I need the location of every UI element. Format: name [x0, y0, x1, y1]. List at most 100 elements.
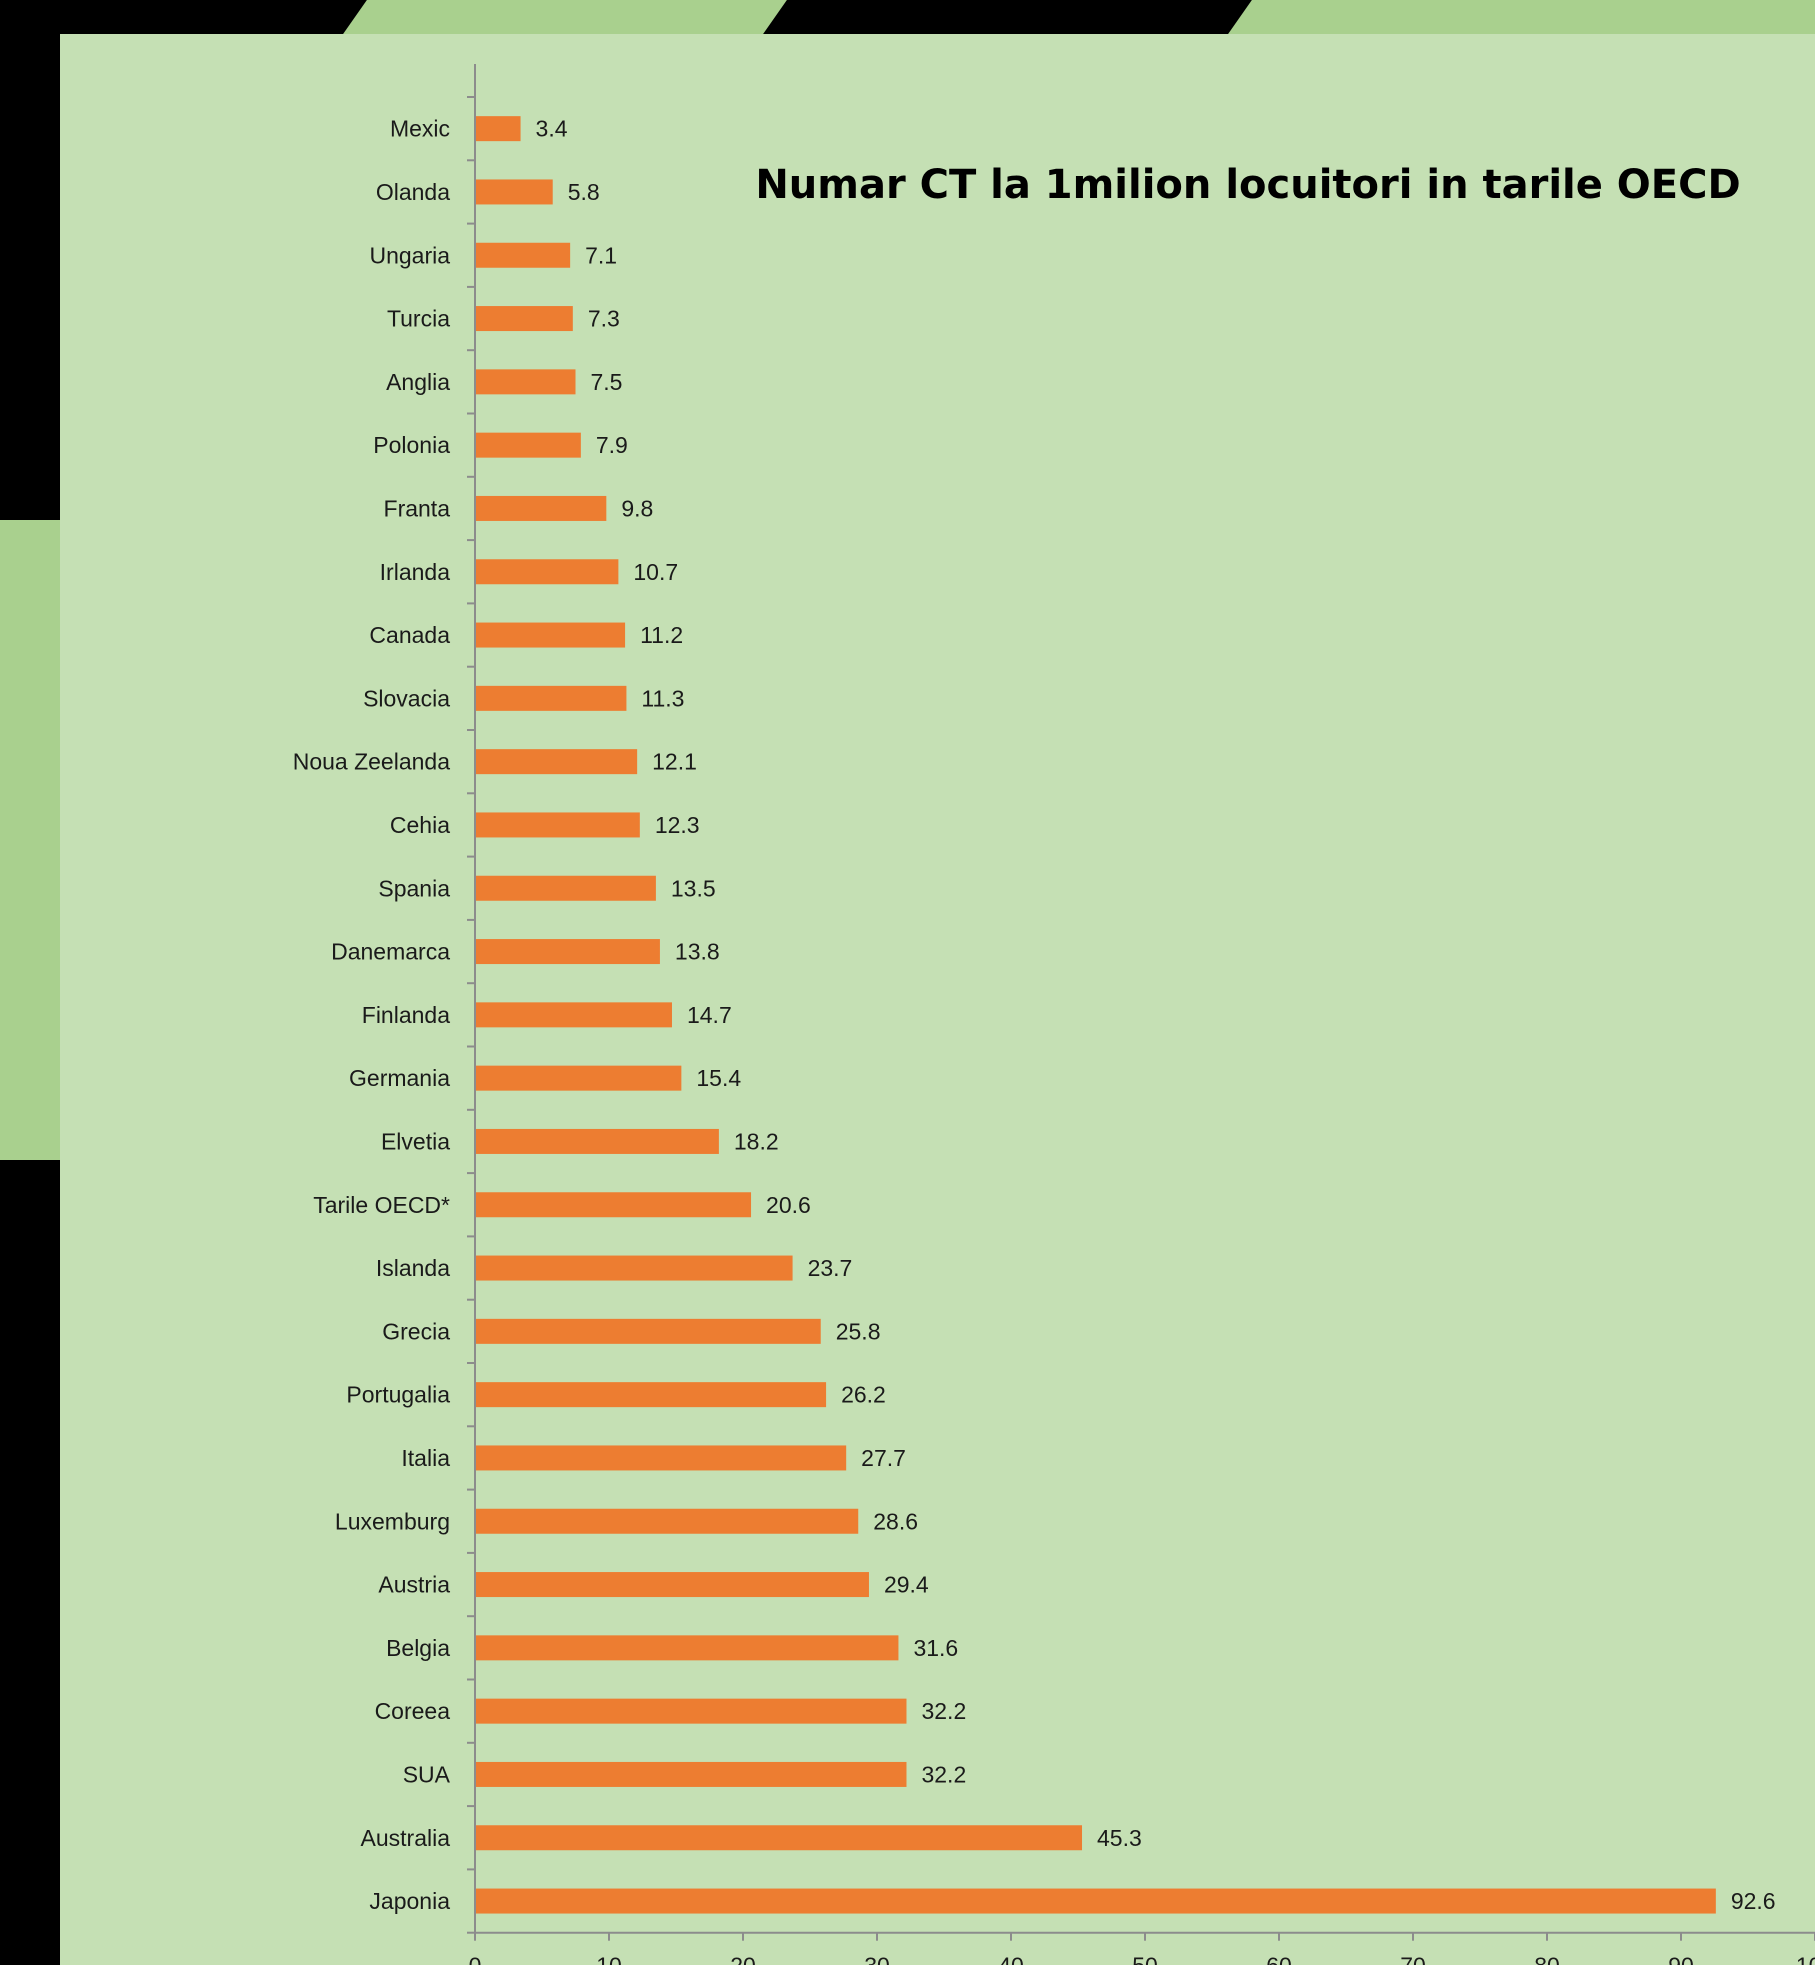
- bar: [476, 1128, 719, 1154]
- category-label: Turcia: [387, 306, 450, 332]
- category-label: Belgia: [386, 1635, 450, 1661]
- category-label: Cehia: [390, 812, 450, 838]
- category-label: Anglia: [386, 369, 450, 395]
- value-label: 29.4: [884, 1572, 929, 1598]
- bar: [476, 1761, 907, 1787]
- bar: [476, 1888, 1716, 1914]
- bar: [476, 622, 626, 648]
- value-label: 32.2: [921, 1761, 966, 1787]
- value-label: 92.6: [1731, 1888, 1776, 1914]
- bar: [476, 812, 640, 838]
- bar: [476, 369, 576, 395]
- value-label: 12.3: [655, 812, 700, 838]
- value-label: 10.7: [633, 559, 678, 585]
- chart-title: Numar CT la 1milion locuitori in tarile …: [755, 162, 1740, 208]
- x-tick-label: 10: [596, 1953, 622, 1965]
- value-label: 14.7: [687, 1002, 732, 1028]
- x-tick-label: 60: [1266, 1953, 1292, 1965]
- x-tick-label: 90: [1668, 1953, 1694, 1965]
- value-label: 13.5: [671, 875, 716, 901]
- x-tick-label: 0: [469, 1953, 482, 1965]
- category-label: Slovacia: [363, 685, 450, 711]
- category-label: Irlanda: [380, 559, 451, 585]
- value-label: 45.3: [1097, 1825, 1142, 1851]
- x-tick-label: 30: [864, 1953, 890, 1965]
- x-tick-label: 100: [1796, 1953, 1815, 1965]
- category-label: Tarile OECD*: [313, 1192, 450, 1218]
- x-tick-label: 40: [998, 1953, 1024, 1965]
- value-label: 13.8: [675, 939, 720, 965]
- bar: [476, 939, 660, 965]
- value-label: 9.8: [621, 495, 653, 521]
- category-label: Polonia: [373, 432, 450, 458]
- bar: [476, 1382, 827, 1408]
- value-label: 26.2: [841, 1382, 886, 1408]
- bar: [476, 1698, 907, 1724]
- value-label: 11.2: [640, 622, 683, 648]
- bar: [476, 685, 627, 711]
- bar: [476, 306, 573, 332]
- value-label: 20.6: [766, 1192, 811, 1218]
- x-tick-label: 20: [730, 1953, 756, 1965]
- category-label: Danemarca: [331, 939, 450, 965]
- category-label: Noua Zeelanda: [293, 749, 450, 775]
- category-label: SUA: [403, 1761, 451, 1787]
- value-label: 18.2: [734, 1128, 779, 1154]
- category-label: Grecia: [382, 1318, 450, 1344]
- x-tick-label: 50: [1132, 1953, 1158, 1965]
- bar: [476, 559, 619, 585]
- bar: [476, 116, 521, 142]
- chart-axes: [467, 64, 1815, 1941]
- value-label: 12.1: [652, 749, 697, 775]
- background-shape-top-left: [343, 0, 787, 34]
- bar: [476, 1255, 793, 1281]
- x-tick-labels: 0 10 20 30 40 50 60 70 80 90 100: [469, 1953, 1815, 1965]
- category-label: Italia: [401, 1445, 450, 1471]
- bar: [476, 875, 656, 901]
- category-label: Portugalia: [346, 1382, 450, 1408]
- background-shape-top-right: [1228, 0, 1815, 34]
- bar: [476, 1635, 899, 1661]
- category-label: Ungaria: [369, 242, 450, 268]
- value-label: 7.3: [588, 306, 620, 332]
- category-label: Austria: [378, 1572, 450, 1598]
- bar: [476, 242, 571, 268]
- value-label: 28.6: [873, 1508, 918, 1534]
- value-label: 5.8: [568, 179, 600, 205]
- category-label: Germania: [349, 1065, 450, 1091]
- category-label: Canada: [369, 622, 450, 648]
- category-label: Mexic: [390, 116, 450, 142]
- bar: [476, 1002, 672, 1028]
- value-label: 7.5: [591, 369, 623, 395]
- bar-chart: Numar CT la 1milion locuitori in tarile …: [293, 64, 1815, 1965]
- category-label: Elvetia: [381, 1128, 450, 1154]
- category-label: Australia: [361, 1825, 451, 1851]
- bar: [476, 1825, 1083, 1851]
- value-label: 11.3: [641, 685, 684, 711]
- bar: [476, 179, 553, 205]
- x-tick-label: 80: [1534, 1953, 1560, 1965]
- category-label: Spania: [378, 875, 450, 901]
- bar: [476, 495, 607, 521]
- category-label: Franta: [384, 495, 451, 521]
- bar: [476, 1572, 869, 1598]
- bar: [476, 432, 581, 458]
- value-label: 3.4: [536, 116, 568, 142]
- value-label: 7.1: [585, 242, 617, 268]
- bar: [476, 1065, 682, 1091]
- category-label: Islanda: [376, 1255, 450, 1281]
- category-label: Olanda: [376, 179, 450, 205]
- value-label: 32.2: [921, 1698, 966, 1724]
- category-label: Luxemburg: [335, 1508, 450, 1534]
- value-label: 15.4: [696, 1065, 741, 1091]
- value-label: 7.9: [596, 432, 628, 458]
- bar: [476, 1192, 752, 1218]
- chart-bars: [476, 116, 1716, 1914]
- value-label: 25.8: [836, 1318, 881, 1344]
- value-label: 27.7: [861, 1445, 906, 1471]
- category-labels: Mexic Olanda Ungaria Turcia Anglia Polonia Fra…: [293, 116, 451, 1914]
- value-label: 31.6: [913, 1635, 958, 1661]
- bar: [476, 1318, 821, 1344]
- background-shape-left: [0, 520, 60, 1160]
- x-tick-label: 70: [1400, 1953, 1426, 1965]
